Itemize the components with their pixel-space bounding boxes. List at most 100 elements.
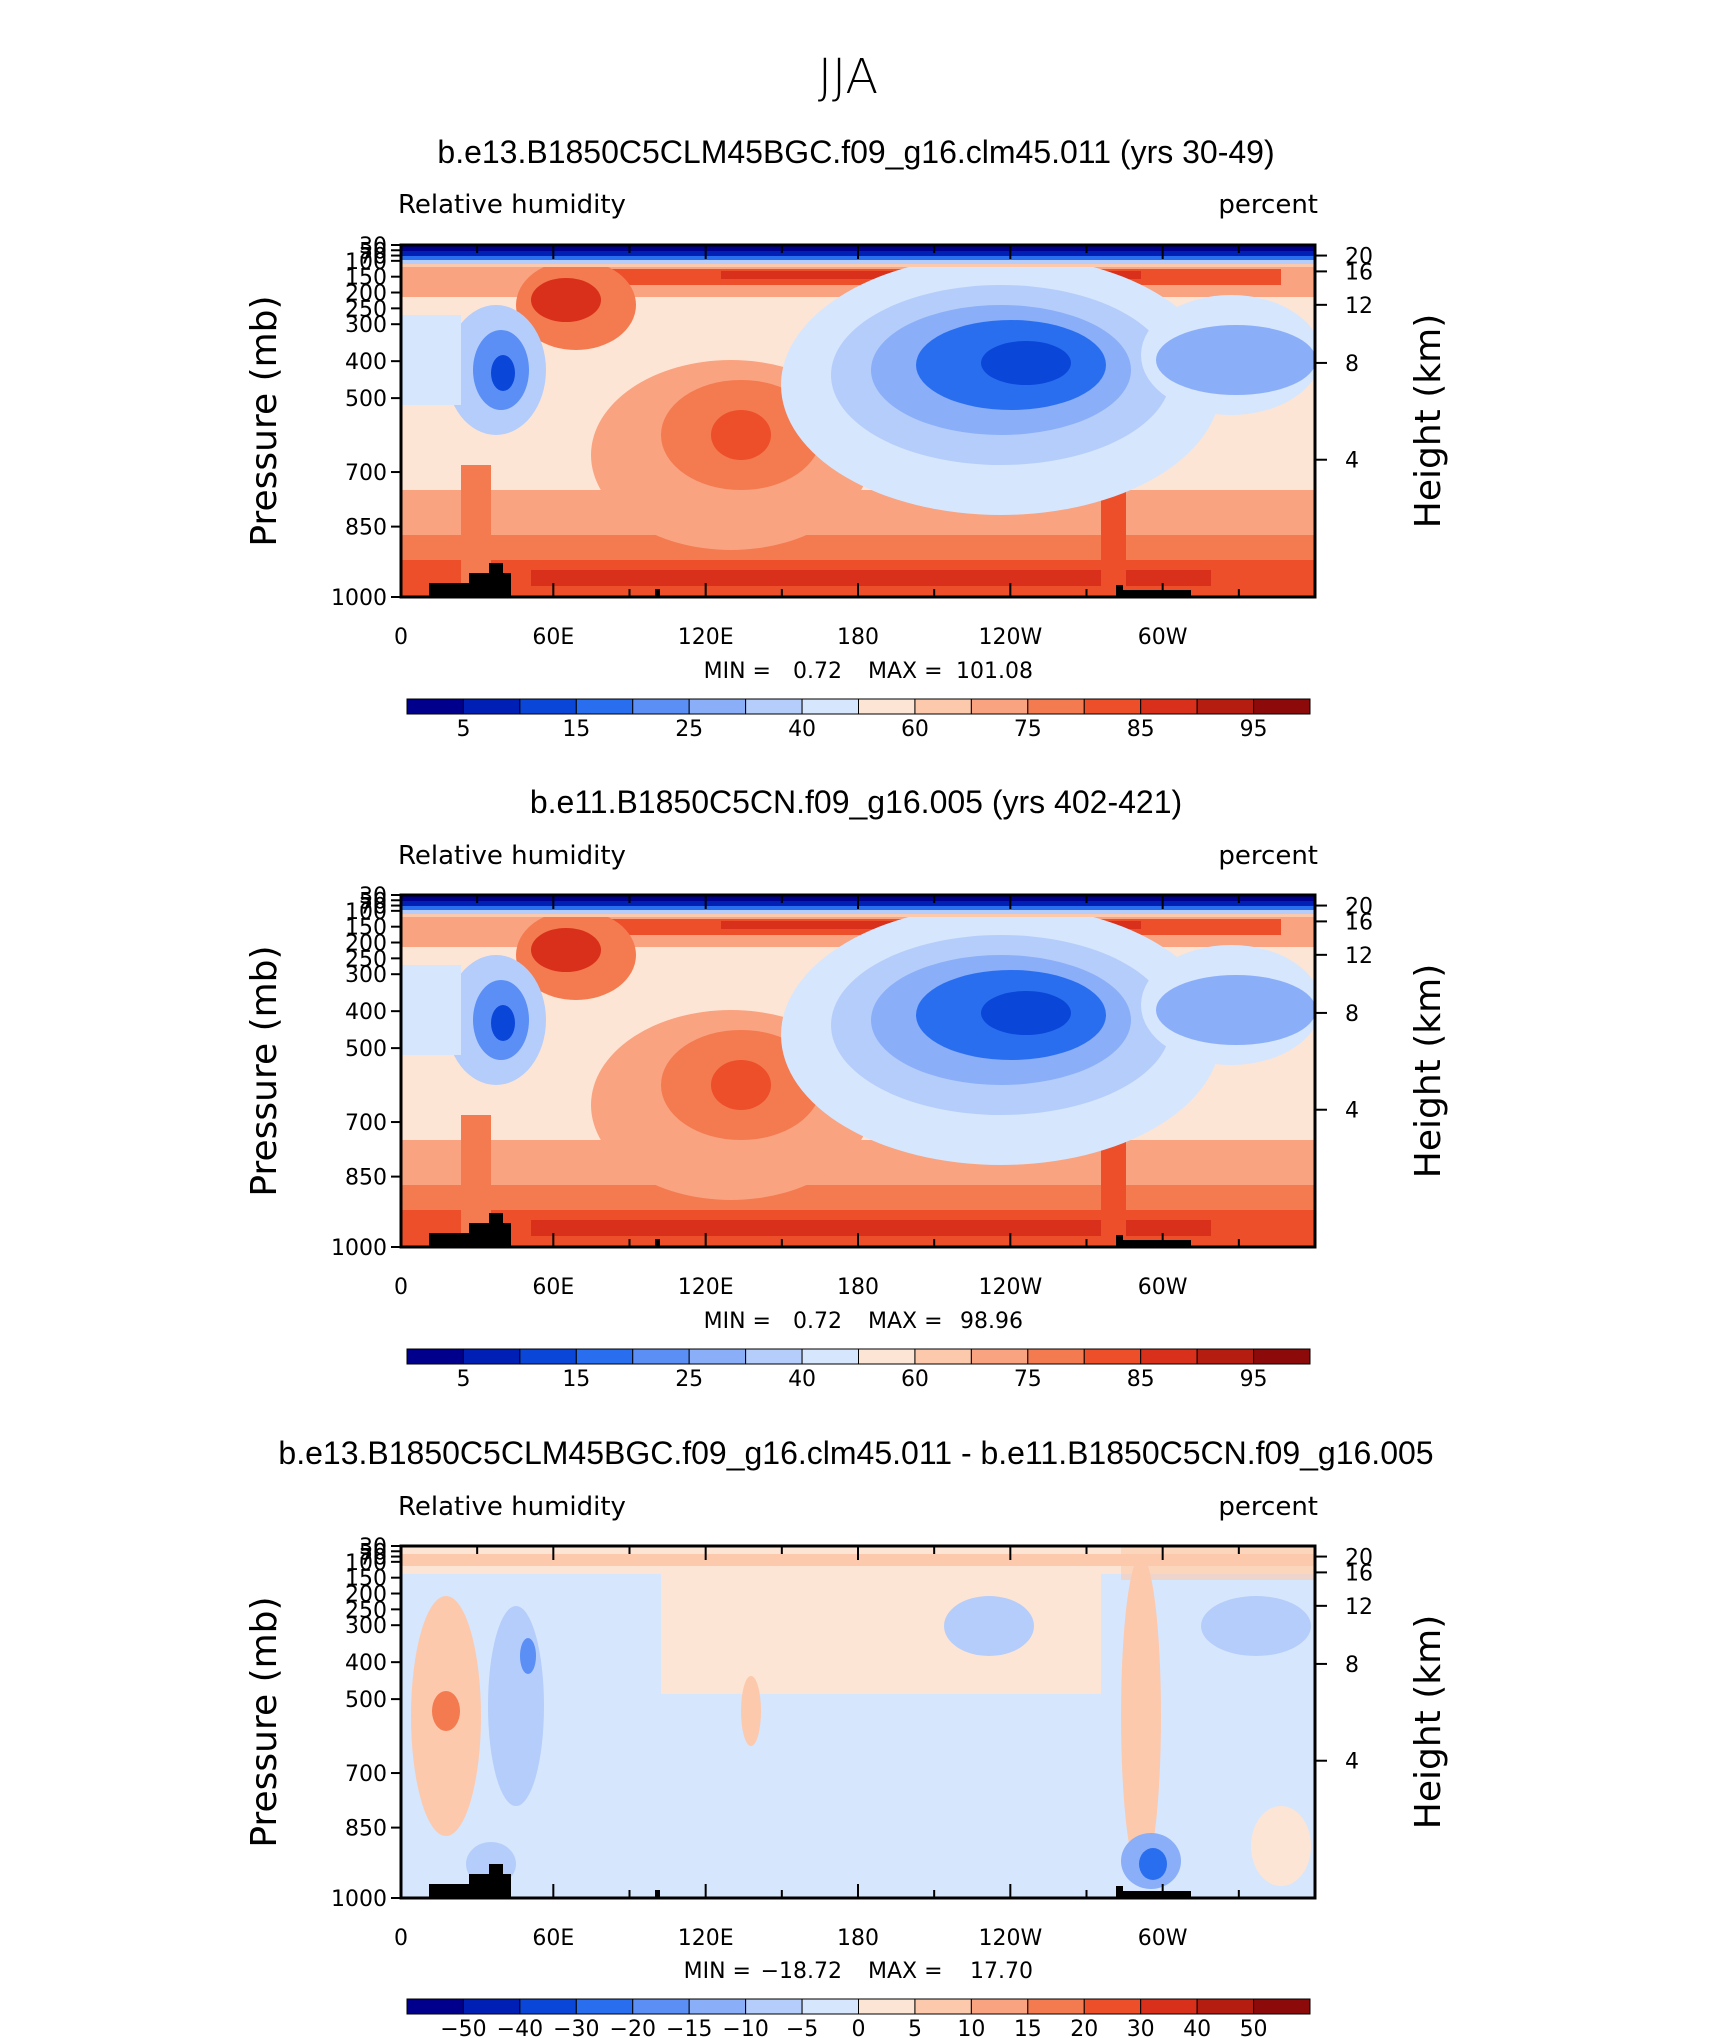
figure-title: JJA	[818, 49, 878, 105]
panel-2-x-tick-label: 120W	[978, 1275, 1042, 1300]
panel-2-contour-field	[401, 895, 1315, 1247]
panel-2-height-tick-label: 16	[1345, 910, 1373, 935]
panel-2-min-value: 0.72	[793, 1309, 842, 1334]
panel-1-colorbar-label: 95	[1240, 717, 1268, 742]
panel-3-colorbar-swatch	[914, 1998, 972, 2015]
panel-3-colorbar-swatch	[1027, 1998, 1085, 2015]
panel-3-colorbar-label: 30	[1127, 2017, 1155, 2038]
panel-2-colorbar-label: 15	[562, 1367, 590, 1392]
panel-1-x-tick-label: 180	[837, 625, 879, 650]
panel-1-colorbar-swatch	[575, 698, 634, 715]
panel-2-height-tick-label: 8	[1345, 1002, 1359, 1027]
panel-3-colorbar-swatch	[575, 1998, 634, 2015]
panel-2-height-tick-label: 4	[1345, 1099, 1359, 1124]
panel-3-colorbar-label: −40	[497, 2017, 543, 2038]
panel-2-x-tick-label: 60W	[1138, 1275, 1188, 1300]
panel-2-colorbar-swatch	[914, 1348, 972, 1365]
panel-1-y-tick-label: 100	[345, 250, 387, 275]
panel-3-x-tick-label: 0	[394, 1926, 408, 1951]
panel-2-y-tick-label: 200	[345, 932, 387, 957]
panel-1-y-tick-label: 500	[345, 387, 387, 412]
panel-1-colorbar-label: 25	[675, 717, 703, 742]
panel-1-height-tick-label: 12	[1345, 294, 1373, 319]
panel-2-y-axis-title: Pressure (mb)	[244, 945, 285, 1196]
panel-3-height-tick-label: 4	[1345, 1750, 1359, 1775]
panel-3-y-tick-label: 70	[359, 1546, 387, 1571]
panel-2-x-tick-label: 0	[394, 1275, 408, 1300]
panel-2-colorbar-label: 60	[901, 1367, 929, 1392]
panel-3-title: b.e13.B1850C5CLM45BGC.f09_g16.clm45.011 …	[278, 1435, 1433, 1471]
panel-1-y-tick-label: 850	[345, 516, 387, 541]
panel-1-y-axis-title: Pressure (mb)	[244, 295, 285, 546]
panel-2-colorbar-swatch	[1027, 1348, 1085, 1365]
panel-2-colorbar-swatch	[575, 1348, 634, 1365]
panel-2-max-value: 98.96	[960, 1309, 1023, 1334]
panel-1-x-tick-label: 60W	[1138, 625, 1188, 650]
panel-3-colorbar-label: −15	[666, 2017, 712, 2038]
panel-2-y-tick-label: 250	[345, 947, 387, 972]
panel-2-colorbar-label: 75	[1014, 1367, 1042, 1392]
panel-1-colorbar-swatch	[1196, 698, 1255, 715]
panel-2-colorbar-label: 5	[456, 1367, 470, 1392]
panel-2-y-tick-label: 700	[345, 1111, 387, 1136]
panel-1-min-label: MIN =	[704, 659, 771, 684]
panel-3-y-axis-title: Pressure (mb)	[244, 1596, 285, 1847]
panel-3-colorbar-label: −20	[610, 2017, 656, 2038]
panel-3-colorbar-label: −5	[786, 2017, 818, 2038]
panel-1-y-tick-label: 30	[359, 234, 387, 259]
panel-1-y-tick-label: 150	[345, 266, 387, 291]
panel-3-colorbar-swatch	[970, 1998, 1029, 2015]
panel-2-y-tick-label: 850	[345, 1166, 387, 1191]
panel-3-height-tick-label: 16	[1345, 1561, 1373, 1586]
panel-3-colorbar-label: 5	[908, 2017, 922, 2038]
panel-2-title: b.e11.B1850C5CN.f09_g16.005 (yrs 402-421…	[530, 784, 1182, 820]
panel-2-colorbar-swatch	[1140, 1348, 1198, 1365]
panel-2-min-label: MIN =	[704, 1309, 771, 1334]
panel-1-y-tick-label: 300	[345, 313, 387, 338]
panel-3-colorbar-label: 10	[957, 2017, 985, 2038]
panel-3-max-value: 17.70	[970, 1959, 1033, 1984]
panel-2-y-tick-label: 150	[345, 916, 387, 941]
panel-1-colorbar-swatch	[462, 698, 521, 715]
panel-1-y-tick-label: 250	[345, 297, 387, 322]
panel-1-colorbar-swatch	[801, 698, 859, 715]
panel-1-variable-label: Relative humidity	[398, 190, 626, 220]
panel-1-colorbar-label: 60	[901, 717, 929, 742]
panel-2-y-tick-label: 30	[359, 884, 387, 909]
panel-3-y-tick-label: 700	[345, 1762, 387, 1787]
panel-2-colorbar-label: 95	[1240, 1367, 1268, 1392]
panel-1-colorbar-swatch	[406, 698, 464, 715]
panel-2-max-label: MAX =	[868, 1309, 943, 1334]
panel-2-colorbar-label: 25	[675, 1367, 703, 1392]
panel-2-x-tick-label: 120E	[678, 1275, 734, 1300]
panel-3-colorbar-label: 50	[1240, 2017, 1268, 2038]
panel-3-y-tick-label: 150	[345, 1567, 387, 1592]
panel-2-colorbar-swatch	[688, 1348, 747, 1365]
panel-2-colorbar-swatch	[801, 1348, 859, 1365]
panel-1-colorbar-label: 5	[456, 717, 470, 742]
panel-3-colorbar-label: −30	[553, 2017, 599, 2038]
panel-3-colorbar-swatch	[688, 1998, 747, 2015]
panel-3-colorbar-label: 40	[1183, 2017, 1211, 2038]
panel-2-colorbar-swatch	[858, 1348, 916, 1365]
panel-3-height-axis-title: Height (km)	[1408, 1615, 1449, 1829]
panel-3-colorbar-label: −50	[440, 2017, 486, 2038]
panel-1: b.e13.B1850C5CLM45BGC.f09_g16.clm45.011 …	[244, 134, 1449, 742]
panel-2-y-tick-label: 50	[359, 889, 387, 914]
panel-2-colorbar-label: 85	[1127, 1367, 1155, 1392]
panel-1-units-label: percent	[1218, 190, 1318, 220]
panel-1-colorbar-swatch	[914, 698, 972, 715]
panel-3-max-label: MAX =	[868, 1959, 943, 1984]
panel-1-colorbar-swatch	[858, 698, 916, 715]
panel-3-colorbar-label: 0	[852, 2017, 866, 2038]
panel-3-colorbar-swatch	[858, 1998, 916, 2015]
panel-1-max-label: MAX =	[868, 659, 943, 684]
panel-2: b.e11.B1850C5CN.f09_g16.005 (yrs 402-421…	[244, 784, 1449, 1392]
panel-1-y-tick-label: 200	[345, 282, 387, 307]
panel-2-colorbar-swatch	[406, 1348, 464, 1365]
panel-1-height-axis-title: Height (km)	[1408, 314, 1449, 528]
panel-3-x-tick-label: 60E	[532, 1926, 574, 1951]
panel-3-height-tick-label: 12	[1345, 1595, 1373, 1620]
panel-1-colorbar-swatch	[1083, 698, 1142, 715]
panel-1-y-tick-label: 1000	[331, 586, 387, 611]
